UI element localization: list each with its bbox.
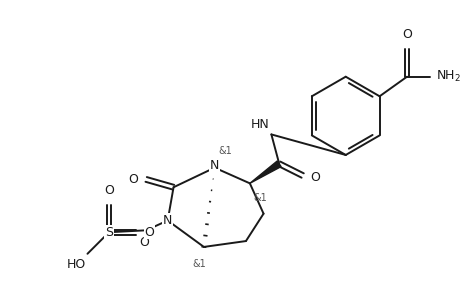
Text: O: O xyxy=(402,29,412,41)
Text: O: O xyxy=(144,226,154,239)
Text: &1: &1 xyxy=(254,193,267,203)
Text: &1: &1 xyxy=(192,259,206,269)
Text: N: N xyxy=(210,159,219,172)
Text: HO: HO xyxy=(66,258,86,271)
Text: O: O xyxy=(310,171,321,184)
Text: S: S xyxy=(105,226,113,239)
Text: NH$_2$: NH$_2$ xyxy=(436,69,461,84)
Text: O: O xyxy=(139,236,149,249)
Text: &1: &1 xyxy=(219,146,233,156)
Text: O: O xyxy=(129,173,138,186)
Text: N: N xyxy=(163,214,172,227)
Polygon shape xyxy=(250,161,281,183)
Text: O: O xyxy=(104,184,114,197)
Text: HN: HN xyxy=(251,118,269,130)
